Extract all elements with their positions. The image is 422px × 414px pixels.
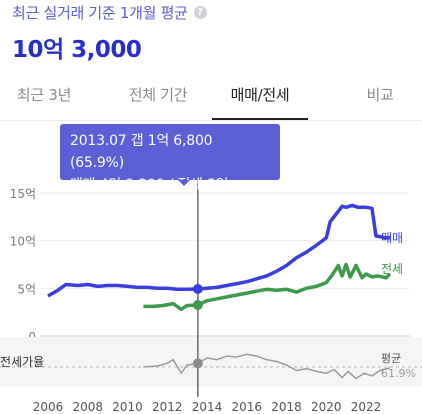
x-tick-label: 2014: [192, 400, 223, 414]
tab-recent-3-years[interactable]: 최근 3년: [16, 86, 72, 104]
tooltip-gap-line: 2013.07 갭 1억 6,800 (65.9%): [70, 133, 213, 171]
subtitle-row: 최근 실거래 기준 1개월 평균 ?: [12, 2, 207, 23]
series-label-sale: 매매: [381, 231, 403, 245]
ratio-axis-label: 전세가율: [0, 355, 44, 369]
tooltip-price-line: 매매 4억 9,300 / 전세 3억 2,500: [70, 177, 229, 215]
x-tick-label: 2020: [311, 400, 342, 414]
price-chart[interactable]: 15억10억5억0전세가율평균61.9%20062008201020122014…: [0, 120, 422, 414]
cursor-marker-ratio: [192, 358, 203, 369]
x-tick-label: 2008: [72, 400, 103, 414]
help-icon[interactable]: ?: [193, 6, 207, 19]
cursor-marker-sale: [192, 284, 203, 295]
series-line-jeonse: [143, 262, 392, 312]
chart-tabs: 최근 3년 전체 기간 매매/전세 비교: [0, 76, 422, 121]
y-tick-label: 10억: [10, 235, 36, 249]
x-tick-label: 2010: [112, 400, 143, 414]
chart-tooltip: 2013.07 갭 1억 6,800 (65.9%) 매매 4억 9,300 /…: [60, 124, 280, 215]
x-tick-label: 2016: [231, 400, 262, 414]
cursor-marker-jeonse: [192, 300, 203, 311]
x-tick-label: 2006: [33, 400, 64, 414]
price-summary: 최근 실거래 기준 1개월 평균 ? 10억 3,000: [12, 0, 422, 66]
x-tick-label: 2012: [152, 400, 183, 414]
average-price: 10억 3,000: [12, 37, 142, 63]
ratio-average-value: 61.9%: [381, 367, 416, 380]
ratio-average-label: 평균: [381, 352, 401, 365]
y-tick-label: 15억: [10, 187, 36, 201]
x-tick-label: 2018: [271, 400, 302, 414]
series-line-ratio: [143, 353, 391, 380]
x-tick-label: 2022: [351, 400, 382, 414]
y-tick-label: 5억: [17, 282, 36, 296]
tab-all-period[interactable]: 전체 기간: [128, 86, 188, 104]
tab-sale-jeonse[interactable]: 매매/전세: [212, 76, 308, 120]
ratio-panel: [0, 337, 422, 387]
tooltip-arrow: [178, 180, 190, 186]
price-basis-label: 최근 실거래 기준 1개월 평균: [12, 4, 188, 22]
tab-compare[interactable]: 비교: [366, 86, 394, 104]
series-line-sale: [47, 203, 390, 298]
series-label-jeonse: 전세: [381, 262, 403, 276]
